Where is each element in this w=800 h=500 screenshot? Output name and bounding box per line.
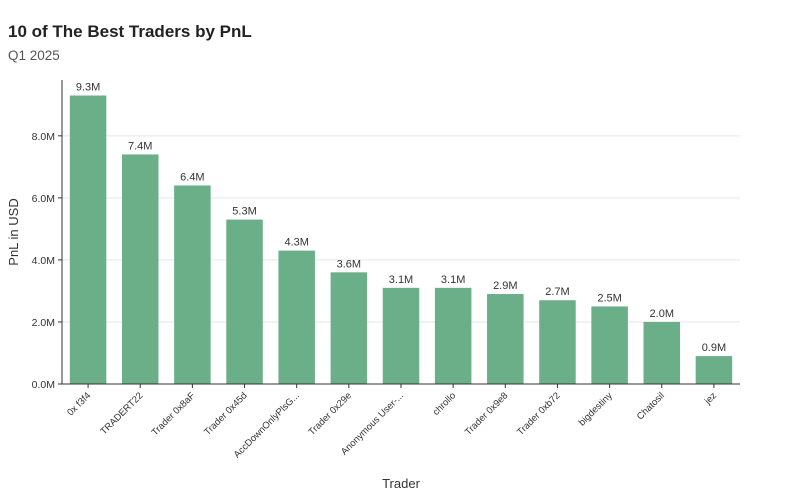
x-tick-label: bigdestiny bbox=[577, 390, 615, 428]
bar bbox=[695, 356, 733, 384]
chart-subtitle: Q1 2025 bbox=[8, 48, 60, 63]
y-tick-label: 2.0M bbox=[32, 317, 55, 329]
bars-group: 9.3M 7.4M 6.4M 5.3M 4.3M 3.6M 3.1M 3.1M 2.9M 2.7M… bbox=[69, 82, 733, 385]
x-tick-label: jez bbox=[702, 390, 719, 407]
y-tick-label: 0.0M bbox=[32, 379, 55, 391]
x-tick-label: Trader 0x29e bbox=[306, 390, 353, 437]
bar bbox=[226, 219, 263, 384]
data-label: 2.0M bbox=[650, 308, 674, 320]
data-label: 5.3M bbox=[232, 206, 256, 218]
x-tick-label: TRADERT22 bbox=[98, 390, 145, 437]
x-axis-label: Trader bbox=[382, 476, 420, 491]
bar bbox=[487, 294, 524, 384]
bar bbox=[69, 95, 107, 385]
y-ticks: 0.0M 2.0M 4.0M 6.0M 8.0M bbox=[32, 131, 62, 391]
x-tick-label: Trader 0x8aF bbox=[150, 390, 198, 438]
bar bbox=[121, 154, 159, 384]
data-label: 4.3M bbox=[284, 237, 308, 249]
x-tick-label: Trader 0x9e8 bbox=[463, 390, 510, 437]
bar bbox=[174, 185, 211, 384]
y-axis-label: PnL in USD bbox=[6, 198, 21, 265]
x-tick-label: Trader 0x45d bbox=[202, 390, 249, 437]
data-label: 7.4M bbox=[128, 140, 152, 152]
data-label: 2.7M bbox=[545, 286, 569, 298]
x-tick-label: Chatosil bbox=[635, 390, 667, 422]
bar bbox=[278, 250, 315, 384]
data-label: 3.6M bbox=[337, 258, 361, 270]
data-label: 2.5M bbox=[597, 292, 621, 304]
bar bbox=[382, 287, 420, 384]
x-ticks: 0x f3f4 TRADERT22 Trader 0x8aF Trader 0x45d… bbox=[65, 384, 719, 460]
y-tick-label: 8.0M bbox=[32, 131, 55, 143]
data-label: 3.1M bbox=[389, 274, 413, 286]
data-label: 9.3M bbox=[76, 82, 100, 94]
data-label: 3.1M bbox=[441, 274, 465, 286]
data-label: 2.9M bbox=[493, 280, 517, 292]
bar bbox=[330, 272, 368, 384]
bar bbox=[643, 321, 681, 384]
x-tick-label: chrollo bbox=[431, 390, 459, 418]
data-label: 6.4M bbox=[180, 171, 204, 183]
bar bbox=[591, 306, 628, 384]
y-tick-label: 4.0M bbox=[32, 255, 55, 267]
chart-title: 10 of The Best Traders by PnL bbox=[8, 22, 252, 41]
bar bbox=[434, 287, 472, 384]
bar bbox=[539, 300, 576, 384]
x-tick-label: Trader 0xb72 bbox=[515, 390, 562, 437]
x-tick-label: 0x f3f4 bbox=[65, 390, 93, 418]
y-tick-label: 6.0M bbox=[32, 193, 55, 205]
data-label: 0.9M bbox=[702, 342, 726, 354]
